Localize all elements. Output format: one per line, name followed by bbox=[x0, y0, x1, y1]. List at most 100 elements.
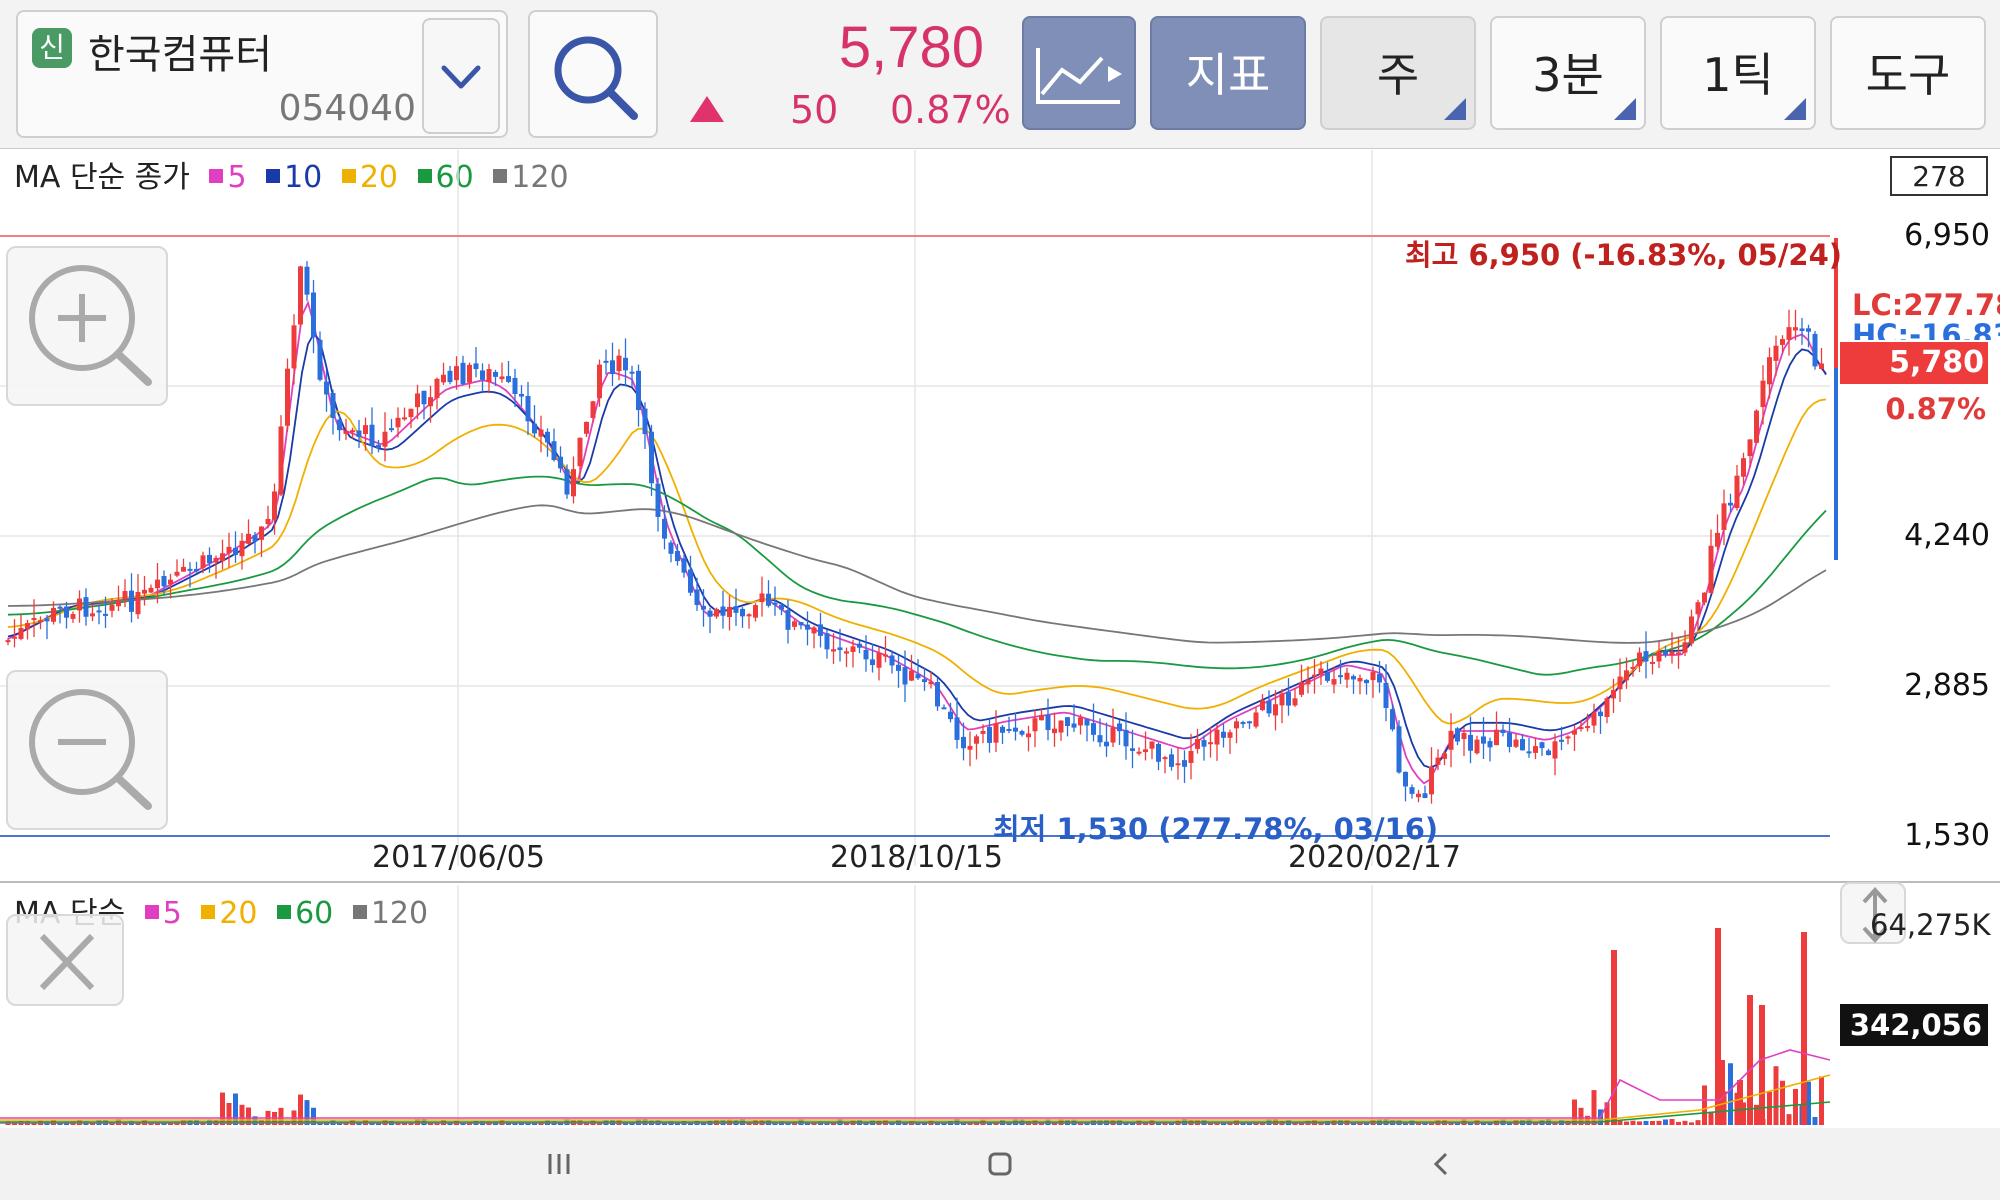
candle-body bbox=[1786, 327, 1792, 340]
tick1-button[interactable]: 1틱 bbox=[1660, 16, 1816, 130]
legend-ma10: 10 bbox=[266, 160, 322, 195]
candle-body bbox=[688, 569, 693, 593]
indicator-button[interactable]: 지표 bbox=[1150, 16, 1306, 130]
candlesticks bbox=[5, 261, 1824, 804]
candle-body bbox=[200, 555, 206, 568]
candle-body bbox=[213, 557, 219, 563]
volume-bar bbox=[233, 1093, 238, 1125]
vertical-resize-icon bbox=[1862, 887, 1888, 943]
recent-apps-icon[interactable] bbox=[548, 1154, 570, 1174]
volume-bar bbox=[1637, 1121, 1642, 1125]
stock-dropdown-button[interactable] bbox=[422, 18, 500, 134]
ma-line-60 bbox=[7, 475, 1827, 676]
volume-bar bbox=[1786, 1114, 1792, 1125]
search-button[interactable] bbox=[528, 10, 658, 138]
chart-type-button[interactable] bbox=[1022, 16, 1136, 130]
candle-body bbox=[1422, 793, 1428, 799]
x-label-2018: 2018/10/15 bbox=[830, 840, 1003, 875]
candle-body bbox=[1019, 731, 1025, 735]
volume-bar bbox=[376, 1122, 381, 1125]
volume-bar bbox=[200, 1122, 206, 1125]
candle-body bbox=[12, 636, 17, 639]
candle-body bbox=[324, 381, 329, 395]
candle-body bbox=[1201, 740, 1207, 747]
candle-body bbox=[954, 717, 960, 740]
resize-panel-button[interactable] bbox=[1840, 882, 1906, 944]
candle-body bbox=[941, 707, 947, 710]
close-volume-button[interactable] bbox=[6, 914, 124, 1006]
candle-body bbox=[1747, 439, 1753, 457]
y-label-low: 1,530 bbox=[1904, 818, 1990, 853]
candle-body bbox=[441, 374, 446, 383]
legend-swatch bbox=[209, 168, 224, 183]
candle-body bbox=[454, 366, 459, 381]
volume-bar bbox=[811, 1122, 817, 1125]
candle-body bbox=[369, 424, 375, 447]
candle-body bbox=[1188, 750, 1194, 763]
candle-body bbox=[1273, 704, 1278, 716]
legend-ma60: 60 bbox=[417, 160, 474, 195]
candle-body bbox=[70, 614, 76, 619]
current-price-tag-label: 5,780 bbox=[1889, 345, 1984, 380]
candle-body bbox=[434, 378, 440, 399]
candle-body bbox=[304, 266, 310, 295]
candle-body bbox=[1533, 746, 1538, 753]
candle-body bbox=[343, 430, 349, 434]
stock-chart[interactable] bbox=[0, 0, 2000, 1128]
legend-swatch bbox=[352, 904, 367, 919]
tools-button[interactable]: 도구 bbox=[1830, 16, 1986, 130]
candle-body bbox=[1552, 741, 1558, 759]
volume-bar bbox=[831, 1122, 836, 1125]
home-icon[interactable] bbox=[988, 1152, 1012, 1176]
x-label-2020: 2020/02/17 bbox=[1288, 840, 1461, 875]
stock-selector[interactable]: 신 한국컴퓨터 054040 bbox=[16, 10, 508, 138]
price-change-percent: 0.87% bbox=[890, 88, 1011, 132]
volume-bar bbox=[1676, 1121, 1681, 1125]
search-icon bbox=[554, 36, 638, 120]
candle-body bbox=[1721, 503, 1727, 530]
zoom-in-button[interactable] bbox=[6, 246, 168, 406]
candle-body bbox=[298, 266, 303, 325]
candle-body bbox=[421, 390, 427, 405]
legend-swatch bbox=[493, 168, 508, 183]
volume-bar bbox=[1737, 1080, 1743, 1125]
volume-bar bbox=[1650, 1121, 1655, 1125]
candle-body bbox=[1364, 679, 1369, 684]
candle-body bbox=[558, 456, 563, 469]
candle-body bbox=[896, 664, 901, 671]
candle-body bbox=[116, 600, 121, 607]
candle-body bbox=[1234, 721, 1239, 729]
legend-label: 5 bbox=[162, 896, 182, 931]
volume-bar bbox=[408, 1122, 414, 1125]
candle-body bbox=[1494, 729, 1499, 746]
legend-swatch bbox=[277, 904, 292, 919]
candle-body bbox=[974, 736, 979, 744]
volume-bar bbox=[1481, 1122, 1486, 1125]
volume-bar bbox=[1812, 1117, 1818, 1125]
candle-body bbox=[1806, 328, 1811, 332]
corner-triangle-icon bbox=[1614, 98, 1636, 120]
candle-body bbox=[948, 711, 953, 720]
candle-body bbox=[109, 604, 115, 611]
volume-bar bbox=[1715, 928, 1721, 1125]
minute3-label: 3분 bbox=[1532, 48, 1604, 102]
candle-body bbox=[467, 364, 472, 383]
candle-body bbox=[1071, 723, 1077, 728]
candle-body bbox=[740, 608, 745, 617]
period-week-button[interactable]: 주 bbox=[1320, 16, 1476, 130]
zoom-out-button[interactable] bbox=[6, 670, 168, 830]
back-icon[interactable] bbox=[1433, 1152, 1448, 1176]
line-chart-icon bbox=[1036, 48, 1122, 104]
candle-body bbox=[1520, 739, 1525, 751]
minute3-button[interactable]: 3분 bbox=[1490, 16, 1646, 130]
candle-body bbox=[486, 369, 492, 383]
candle-body bbox=[746, 614, 752, 617]
candle-body bbox=[44, 618, 50, 622]
candle-body bbox=[1169, 754, 1174, 767]
candle-body bbox=[1110, 727, 1116, 743]
vol-legend-ma60: 60 bbox=[277, 896, 333, 931]
volume-bar bbox=[1759, 1005, 1765, 1125]
ma-line-20 bbox=[7, 398, 1827, 725]
candle-body bbox=[733, 606, 739, 613]
candle-body bbox=[818, 624, 823, 636]
